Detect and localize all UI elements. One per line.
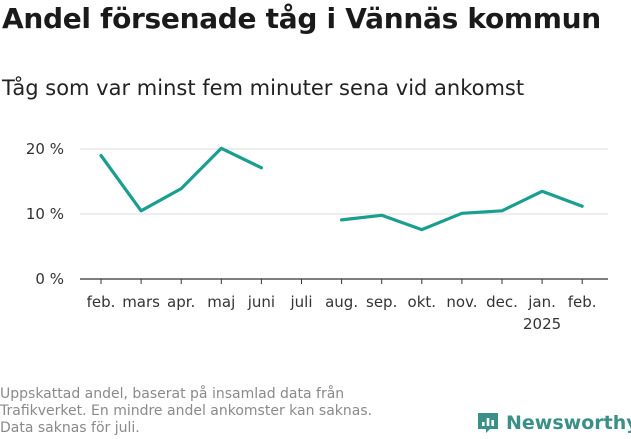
x-tick-label: feb. [87, 293, 116, 311]
brand-logo: Newsworthy [476, 408, 631, 438]
y-tick-label: 0 % [35, 270, 64, 288]
line-chart: 0 % 10 % 20 % feb. mars apr. maj juni juli aug. s… [26, 140, 608, 333]
series-line-segment [99, 146, 263, 213]
y-axis-tick-labels: 0 % 10 % 20 % [26, 140, 64, 288]
chart-title: Andel försenade tåg i Vännäs kommun [2, 2, 601, 35]
chart-subtitle: Tåg som var minst fem minuter sena vid a… [2, 76, 525, 100]
series-lines [99, 146, 584, 232]
gridlines [80, 148, 608, 215]
y-tick-label: 20 % [26, 140, 64, 158]
series-line-segment [340, 189, 584, 232]
x-tick-label: feb. [568, 293, 597, 311]
x-tick-label: juni [247, 293, 275, 311]
x-tick-label: apr. [167, 293, 195, 311]
footnote-line: Uppskattad andel, baserat på insamlad da… [0, 386, 345, 402]
newsworthy-logo-icon [478, 413, 498, 433]
x-tick-label: okt. [408, 293, 437, 311]
x-tick-label: jan. [527, 293, 556, 311]
x-tick-label: mars [122, 293, 160, 311]
y-tick-label: 10 % [26, 205, 64, 223]
x-tick-label: sep. [366, 293, 397, 311]
x-axis: feb. mars apr. maj juni juli aug. sep. okt. nov. d… [80, 278, 608, 333]
footnote: Uppskattad andel, baserat på insamlad da… [0, 386, 440, 437]
x-year-label: 2025 [523, 315, 561, 333]
x-tick-label: aug. [325, 293, 358, 311]
x-tick-label: nov. [446, 293, 477, 311]
x-tick-label: juli [289, 293, 312, 311]
footnote-line: Trafikverket. En mindre andel ankomster … [0, 403, 373, 419]
footnote-line: Data saknas för juli. [0, 420, 140, 436]
brand-name: Newsworthy [506, 412, 631, 434]
x-tick-label: dec. [486, 293, 518, 311]
x-tick-label: maj [207, 293, 235, 311]
